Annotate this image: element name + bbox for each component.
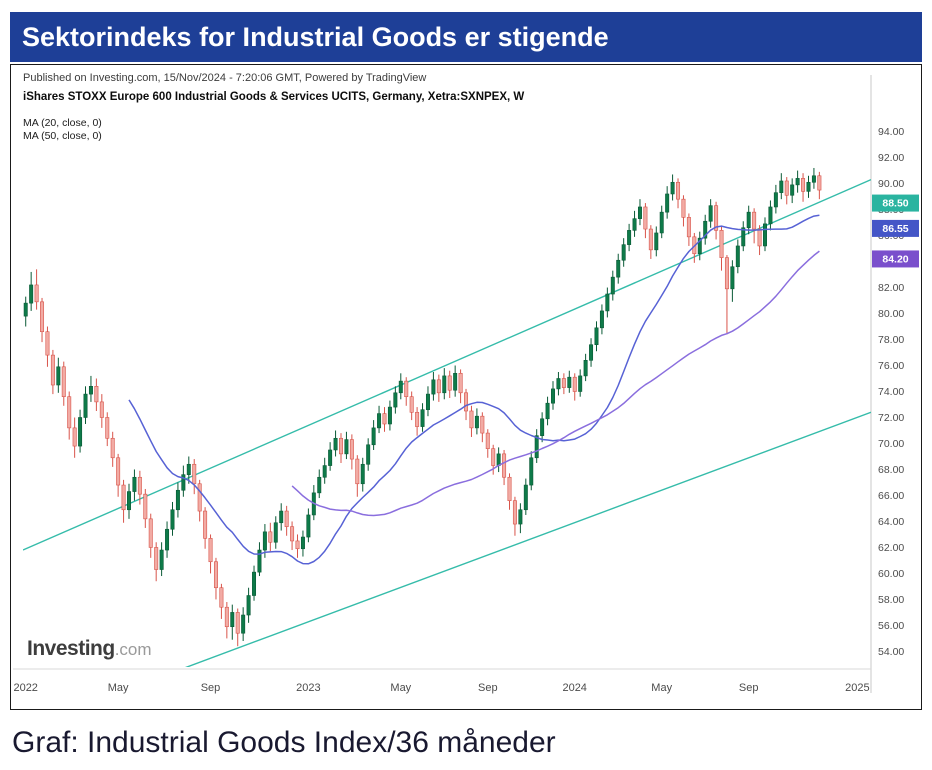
svg-text:2025: 2025 bbox=[845, 682, 869, 694]
svg-text:60.00: 60.00 bbox=[878, 568, 904, 580]
channel-lower bbox=[185, 411, 871, 667]
svg-text:90.00: 90.00 bbox=[878, 178, 904, 190]
instrument-line: iShares STOXX Europe 600 Industrial Good… bbox=[23, 91, 525, 103]
svg-text:58.00: 58.00 bbox=[878, 594, 904, 606]
headline: Sektorindeks for Industrial Goods er sti… bbox=[22, 22, 609, 52]
price-tag bbox=[872, 219, 919, 237]
ma20-label: MA (20, close, 0) bbox=[23, 117, 102, 129]
ma50-line bbox=[291, 250, 820, 517]
x-axis-labels: 2022 May Sep 2023 May Sep 2024 May Sep 2025 bbox=[13, 682, 869, 694]
svg-text:74.00: 74.00 bbox=[878, 386, 904, 398]
svg-text:78.00: 78.00 bbox=[878, 334, 904, 346]
svg-text:72.00: 72.00 bbox=[878, 412, 904, 424]
price-tag bbox=[872, 250, 919, 268]
svg-text:Sep: Sep bbox=[739, 682, 759, 694]
channel-upper bbox=[23, 179, 871, 551]
price-tags: 88.50 86.55 84.20 bbox=[872, 194, 919, 268]
svg-text:76.00: 76.00 bbox=[878, 360, 904, 372]
svg-text:80.00: 80.00 bbox=[878, 308, 904, 320]
svg-text:Sep: Sep bbox=[478, 682, 498, 694]
price-chart: 94.0092.0090.0088.0086.0084.0082.0080.00… bbox=[13, 75, 919, 694]
svg-text:84.20: 84.20 bbox=[882, 253, 908, 265]
svg-text:May: May bbox=[651, 682, 672, 694]
svg-text:88.50: 88.50 bbox=[882, 198, 908, 210]
svg-text:62.00: 62.00 bbox=[878, 542, 904, 554]
svg-text:86.55: 86.55 bbox=[882, 223, 908, 235]
published-line: Published on Investing.com, 15/Nov/2024 … bbox=[23, 72, 427, 84]
svg-text:92.00: 92.00 bbox=[878, 152, 904, 164]
candlestick-series bbox=[23, 167, 822, 647]
price-tag bbox=[872, 194, 919, 212]
svg-text:70.00: 70.00 bbox=[878, 438, 904, 450]
svg-text:May: May bbox=[108, 682, 129, 694]
svg-text:66.00: 66.00 bbox=[878, 490, 904, 502]
svg-text:2024: 2024 bbox=[562, 682, 586, 694]
chart-panel: Published on Investing.com, 15/Nov/2024 … bbox=[10, 64, 922, 710]
logo-suffix: .com bbox=[114, 640, 152, 659]
svg-text:May: May bbox=[390, 682, 411, 694]
svg-text:Sep: Sep bbox=[201, 682, 221, 694]
headline-bar: Sektorindeks for Industrial Goods er sti… bbox=[10, 12, 922, 62]
investing-logo: Investing.com bbox=[27, 637, 152, 661]
svg-text:2023: 2023 bbox=[296, 682, 320, 694]
svg-text:54.00: 54.00 bbox=[878, 646, 904, 658]
ma50-label: MA (50, close, 0) bbox=[23, 130, 102, 142]
ma20-line bbox=[128, 214, 820, 565]
svg-text:56.00: 56.00 bbox=[878, 620, 904, 632]
caption: Graf: Industrial Goods Index/36 måneder bbox=[12, 726, 556, 759]
svg-text:94.00: 94.00 bbox=[878, 126, 904, 138]
svg-text:2022: 2022 bbox=[13, 682, 37, 694]
svg-text:68.00: 68.00 bbox=[878, 464, 904, 476]
svg-text:82.00: 82.00 bbox=[878, 282, 904, 294]
svg-text:64.00: 64.00 bbox=[878, 516, 904, 528]
trend-channel bbox=[23, 179, 871, 667]
logo-main: Investing bbox=[27, 637, 115, 660]
